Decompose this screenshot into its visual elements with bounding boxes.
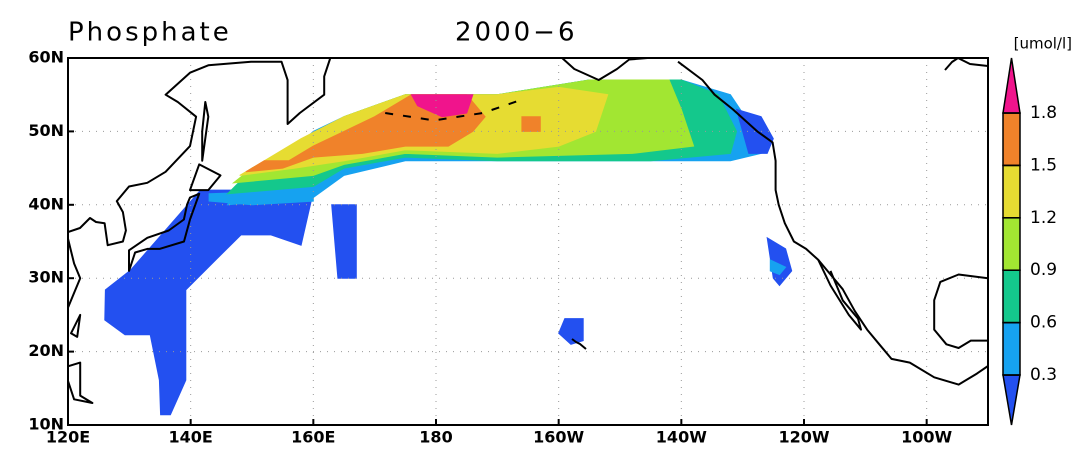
x-tick-label: 140E (169, 428, 213, 447)
contour-fields (104, 79, 793, 416)
y-tick-label: 50N (28, 121, 64, 140)
coastline (385, 97, 526, 122)
x-tick-label: 120E (46, 428, 90, 447)
contour-region (245, 94, 486, 173)
contour-region (104, 189, 313, 416)
colorbar-label: 0.3 (1030, 365, 1057, 385)
coastline (561, 58, 648, 81)
colorbar-label: 0.9 (1030, 260, 1057, 280)
map-subtitle: 2000−6 (455, 18, 578, 48)
colorbar: 0.3 0.6 0.9 1.2 1.5 1.8 (1002, 57, 1057, 426)
coastline (944, 58, 988, 71)
colorbar-band (1002, 321, 1021, 376)
x-tick-label: 160W (533, 428, 584, 447)
map-title: Phosphate (68, 18, 232, 48)
coastline (70, 313, 82, 338)
contour-region (410, 94, 474, 118)
contour-region (521, 116, 541, 132)
unit-label: [umol/l] (1014, 35, 1072, 53)
coastline (677, 60, 988, 386)
plot-frame (67, 57, 989, 426)
coastline (128, 192, 201, 272)
colorbar-band (1002, 217, 1021, 271)
colorbar-label: 1.2 (1030, 208, 1057, 228)
contour-region (558, 318, 584, 345)
coastline (201, 101, 210, 162)
colorbar-label: 1.8 (1030, 103, 1057, 123)
colorbar-end (1002, 374, 1021, 426)
x-tick-label: 160E (291, 428, 335, 447)
x-tick-label: 180 (419, 428, 452, 447)
colorbar-band (1002, 269, 1021, 324)
coastline (817, 259, 862, 331)
contour-region (331, 204, 357, 279)
y-tick-label: 10N (28, 415, 64, 434)
coastline (571, 338, 587, 350)
x-tick-label: 120W (778, 428, 829, 447)
colorbar-end (1002, 57, 1021, 114)
colorbar-label: 0.6 (1030, 313, 1057, 333)
colorbar-band (1002, 112, 1021, 167)
x-tick-label: 100W (901, 428, 952, 447)
coastline (933, 273, 988, 349)
coastline (68, 361, 94, 404)
coastline (189, 163, 222, 192)
coastlines (68, 58, 988, 404)
coastline (68, 58, 332, 247)
y-tick-label: 30N (28, 268, 64, 287)
y-tick-label: 20N (28, 341, 64, 360)
colorbar-label: 1.5 (1030, 155, 1057, 175)
y-tick-label: 60N (28, 48, 64, 67)
x-tick-label: 140W (656, 428, 707, 447)
coastline (68, 58, 82, 308)
colorbar-band (1002, 164, 1021, 219)
contour-region (769, 259, 787, 276)
y-tick-label: 40N (28, 194, 64, 213)
